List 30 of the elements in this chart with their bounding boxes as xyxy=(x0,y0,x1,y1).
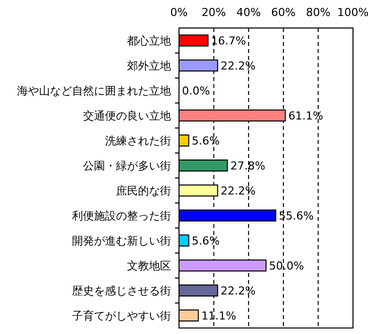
y-tick-label: 庶民的な街 xyxy=(116,184,171,198)
data-label: 22.2% xyxy=(220,184,256,198)
y-tick-label: 開発が進む新しい街 xyxy=(72,234,171,248)
data-label: 50.0% xyxy=(269,260,304,272)
data-label: 5.6% xyxy=(192,134,220,148)
data-label: 55.6% xyxy=(278,210,314,222)
y-tick-label: 子育てがしやすい街 xyxy=(72,310,171,322)
y-tick-label: 海や山など自然に囲まれた立地 xyxy=(17,84,171,98)
data-label: 22.2% xyxy=(220,284,256,298)
y-tick-label: 交通便の良い立地 xyxy=(83,110,171,122)
y-tick-label: 公園・緑が多い街 xyxy=(83,160,171,172)
data-label: 5.6% xyxy=(192,234,220,248)
x-tick-label: 60% xyxy=(271,6,296,19)
y-tick-label: 郊外立地 xyxy=(127,60,171,72)
y-tick-label: 都心立地 xyxy=(127,34,171,48)
y-tick-label: 利便施設の整った街 xyxy=(72,210,171,222)
y-tick-label: 文教地区 xyxy=(127,260,171,272)
y-tick-label: 歴史を感じさせる街 xyxy=(72,284,171,298)
data-label: 11.1% xyxy=(201,310,236,322)
x-tick-label: 100% xyxy=(337,6,368,19)
data-label: 22.2% xyxy=(220,60,256,72)
data-label: 61.1% xyxy=(288,110,324,122)
data-label: 27.8% xyxy=(230,160,266,172)
data-label: 0.0% xyxy=(182,84,210,98)
x-tick-label: 40% xyxy=(236,6,261,19)
x-tick-label: 20% xyxy=(202,6,226,19)
data-label: 16.7% xyxy=(211,34,246,48)
x-tick-label: 0% xyxy=(170,6,188,19)
x-tick-label: 80% xyxy=(306,6,330,19)
y-tick-label: 洗練された街 xyxy=(105,134,171,148)
